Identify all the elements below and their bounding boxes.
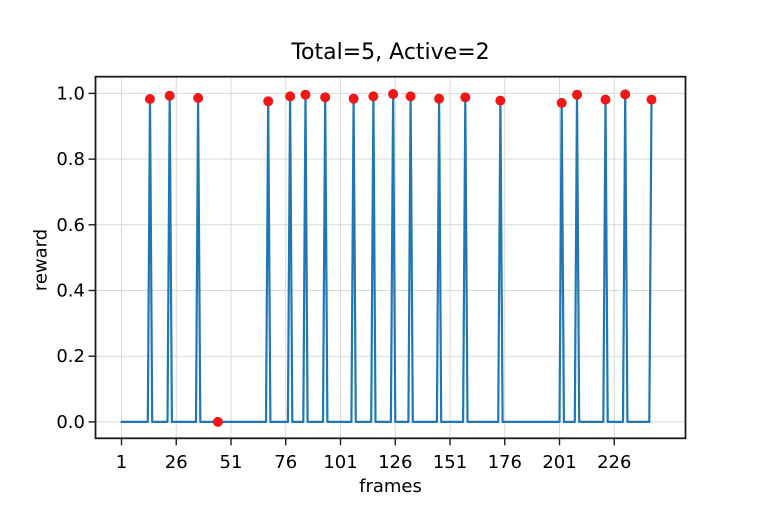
- event-marker: [460, 92, 471, 103]
- x-axis-label: frames: [359, 476, 422, 497]
- event-marker: [285, 91, 296, 102]
- event-marker: [405, 91, 416, 102]
- x-tick-label: 101: [323, 452, 357, 473]
- y-tick-label: 0.0: [56, 412, 85, 433]
- event-marker: [600, 94, 611, 105]
- x-tick-label: 1: [116, 452, 127, 473]
- event-marker: [348, 93, 359, 104]
- x-tick-label: 151: [433, 452, 467, 473]
- reward-line: [120, 92, 653, 423]
- event-marker: [495, 95, 506, 106]
- event-marker: [388, 89, 399, 100]
- event-marker: [556, 97, 567, 108]
- event-marker: [193, 92, 204, 103]
- event-marker: [164, 90, 175, 101]
- x-tick-label: 76: [274, 452, 297, 473]
- event-marker: [620, 89, 631, 100]
- event-marker: [320, 92, 331, 103]
- event-marker: [572, 89, 583, 100]
- event-marker: [300, 89, 311, 100]
- y-tick-label: 0.8: [56, 149, 85, 170]
- event-marker: [144, 93, 155, 104]
- event-marker: [263, 96, 274, 107]
- y-tick-label: 0.6: [56, 215, 85, 236]
- axes-spines: [94, 75, 687, 440]
- event-marker: [646, 94, 657, 105]
- x-tick-label: 26: [165, 452, 188, 473]
- event-marker: [434, 93, 445, 104]
- event-marker: [212, 416, 223, 427]
- x-tick-label: 51: [220, 452, 243, 473]
- chart-title: Total=5, Active=2: [291, 40, 490, 65]
- x-tick-label: 226: [597, 452, 631, 473]
- y-tick-label: 1.0: [56, 83, 85, 104]
- x-tick-label: 126: [378, 452, 412, 473]
- x-tick-label: 201: [542, 452, 576, 473]
- event-marker: [368, 91, 379, 102]
- y-tick-label: 0.2: [56, 346, 85, 367]
- y-tick-label: 0.4: [56, 281, 85, 302]
- x-tick-label: 176: [488, 452, 522, 473]
